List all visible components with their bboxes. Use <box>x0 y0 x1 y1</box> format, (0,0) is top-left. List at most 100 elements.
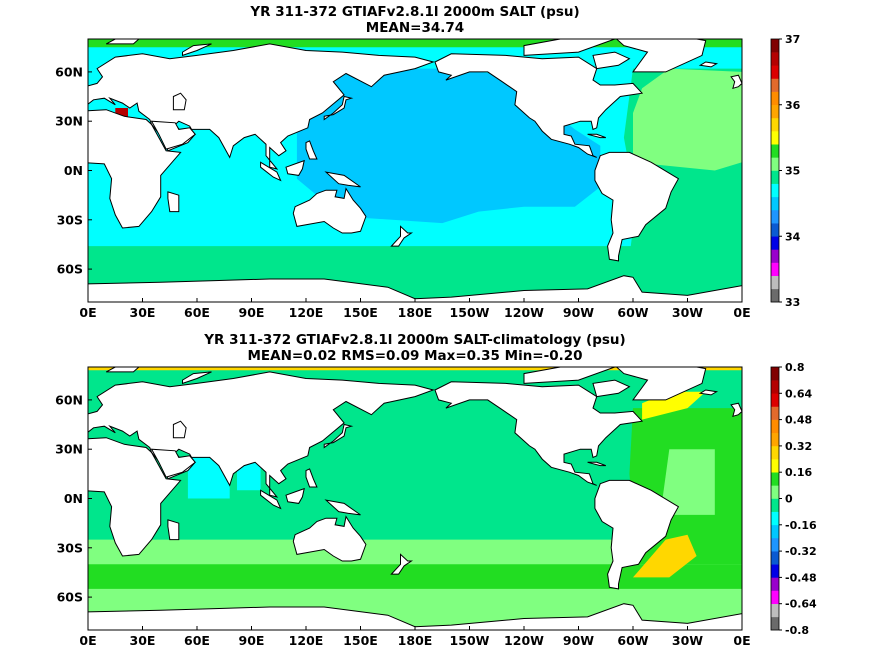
land-arabia <box>150 120 196 150</box>
colorbar-segment <box>771 406 779 420</box>
land-arctIslands <box>523 39 615 56</box>
colorbar-tick-label: 0.32 <box>785 440 812 453</box>
x-tick-label: 120E <box>289 633 324 648</box>
bottom-title-line2: MEAN=0.02 RMS=0.09 Max=0.35 Min=-0.20 <box>247 348 582 364</box>
land-northAmerica <box>434 381 644 486</box>
colorbar-tick-label: -0.8 <box>785 624 809 637</box>
x-tick-label: 30E <box>130 633 156 648</box>
colorbar-segment <box>771 616 779 631</box>
land-baffin <box>592 379 631 398</box>
x-tick-label: 90W <box>563 633 594 648</box>
colorbar-segment <box>771 380 779 394</box>
x-tick-label: 150W <box>450 633 490 648</box>
x-tick-label: 120E <box>289 305 324 320</box>
x-tick-label: 150E <box>343 305 378 320</box>
colorbar-segment <box>771 249 779 263</box>
colorbar-segment <box>771 498 779 512</box>
land-sumatra <box>260 161 282 182</box>
bottom-x-ticks: 0E 30E 60E 90E 120E 150E 180E 150W 120W 90W 60W 30W… <box>79 626 751 648</box>
map-field <box>88 367 742 630</box>
x-tick-label: 0E <box>733 305 750 320</box>
land-cuba <box>587 133 606 139</box>
colorbar-tick-label: 35 <box>785 165 800 178</box>
x-tick-label: 150E <box>343 633 378 648</box>
colorbar-segment <box>771 537 779 552</box>
y-tick-label: 30N <box>55 442 83 457</box>
colorbar-segment <box>771 183 779 198</box>
x-tick-label: 60W <box>617 305 648 320</box>
colorbar-tick-label: 0.64 <box>785 387 812 400</box>
land-iceland <box>698 389 719 396</box>
colorbar-segment <box>771 39 779 53</box>
colorbar-tick-label: 0 <box>785 493 793 506</box>
top-y-ticks: 60N 30N 0N 30S 60S <box>55 64 92 277</box>
colorbar-segment <box>771 393 779 407</box>
land-japan <box>323 423 354 449</box>
colorbar-segment <box>771 117 779 132</box>
land-borneo <box>285 487 305 504</box>
y-tick-label: 60S <box>57 262 83 277</box>
x-tick-label: 120W <box>504 305 544 320</box>
colorbar-segment <box>771 223 779 237</box>
colorbar-segment <box>771 157 779 171</box>
land-greenland <box>615 367 707 401</box>
land-iceland <box>698 61 719 68</box>
land-philippines <box>305 140 318 160</box>
colorbar-tick-label: -0.64 <box>785 598 817 611</box>
top-x-ticks: 0E 30E 60E 90E 120E 150E 180E 150W 120W 90W 60W 30W… <box>79 298 751 320</box>
field-region-7 <box>633 534 697 578</box>
colorbar-tick-label: -0.16 <box>785 519 817 532</box>
colorbar-segment <box>771 511 779 526</box>
land-baffin <box>592 51 631 70</box>
top-title-line2: MEAN=34.74 <box>366 20 464 36</box>
colorbar-tick-label: 36 <box>785 99 801 112</box>
colorbar-tick-label: 0.16 <box>785 466 812 479</box>
x-tick-label: 90E <box>239 633 265 648</box>
field-region-4 <box>237 462 261 491</box>
colorbar-segment <box>771 288 779 303</box>
colorbar-segment <box>771 590 779 604</box>
y-tick-label: 30S <box>57 540 83 555</box>
colorbar-segment <box>771 472 779 486</box>
land-philippines <box>305 468 318 488</box>
land-svalbard <box>105 367 140 373</box>
land-cuba <box>587 461 606 467</box>
top-panel: YR 311-372 GTIAFv2.8.1l 2000m SALT (psu)… <box>55 4 801 320</box>
land-borneo <box>285 159 305 176</box>
land-northAmerica <box>434 53 644 158</box>
map-field <box>88 39 742 302</box>
colorbar-tick-label: 0.48 <box>785 414 812 427</box>
colorbar-segment <box>771 419 779 434</box>
top-map <box>87 38 743 303</box>
x-tick-label: 30W <box>672 633 703 648</box>
x-tick-label: 60W <box>617 633 648 648</box>
land-newGuinea <box>324 499 361 516</box>
land-japan <box>323 95 354 121</box>
colorbar-segment <box>771 196 779 211</box>
land-svalbard <box>105 39 140 45</box>
colorbar-tick-label: 34 <box>785 230 801 243</box>
field-region-6 <box>660 449 715 515</box>
colorbar-segment <box>771 91 779 106</box>
land-africa <box>88 109 182 229</box>
top-colorbar: 37 36 35 34 33 <box>770 33 801 309</box>
y-tick-label: 60N <box>55 392 83 407</box>
colorbar-tick-label: 37 <box>785 33 800 46</box>
x-tick-label: 150W <box>450 305 490 320</box>
colorbar-segment <box>771 236 779 250</box>
colorbar-segment <box>771 170 779 184</box>
colorbar-tick-label: -0.48 <box>785 571 817 584</box>
y-tick-label: 0N <box>64 491 83 506</box>
x-tick-label: 0E <box>733 633 750 648</box>
land-sumatra <box>260 489 282 510</box>
colorbar-segment <box>771 262 779 276</box>
land-caspian <box>172 92 187 111</box>
land-australia <box>292 515 367 562</box>
land-madagascar <box>167 519 180 541</box>
colorbar-segment <box>771 52 779 66</box>
colorbar-segment <box>771 209 779 224</box>
land-newZealand <box>390 225 414 247</box>
x-tick-label: 30E <box>130 305 156 320</box>
land-australia <box>292 187 367 234</box>
